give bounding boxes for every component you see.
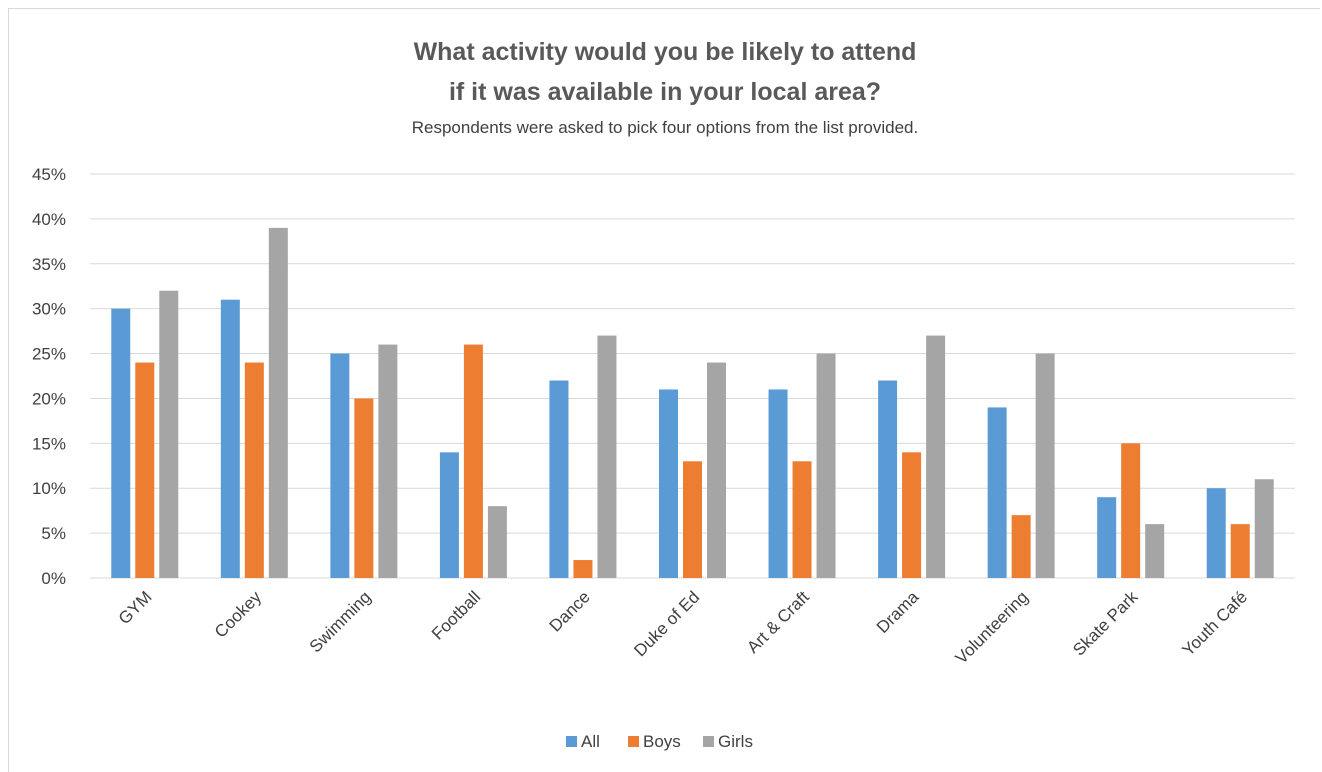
legend-swatch-boys	[628, 736, 639, 747]
y-tick-label: 35%	[32, 255, 66, 274]
x-tick-label: Youth Café	[1179, 587, 1251, 659]
bar-all	[987, 407, 1007, 578]
y-tick-label: 40%	[32, 210, 66, 229]
x-tick-label: Dance	[546, 587, 594, 635]
y-tick-label: 45%	[32, 165, 66, 184]
x-axis-ticks: GYM Cookey Swimming Football Dance Duke of Ed…	[115, 587, 1251, 668]
legend: All Boys Girls	[566, 732, 753, 751]
x-tick-label: Skate Park	[1069, 587, 1142, 660]
bar-boys	[244, 362, 264, 578]
bar-girls	[1145, 524, 1165, 578]
bar-girls	[926, 335, 946, 578]
bar-girls	[378, 344, 398, 578]
bar-all	[439, 452, 459, 578]
y-tick-label: 20%	[32, 389, 66, 408]
legend-swatch-girls	[703, 736, 714, 747]
bar-all	[659, 389, 678, 578]
y-axis-ticks: 0% 5% 10% 15% 20% 25% 30% 35% 40% 45%	[32, 165, 66, 588]
x-tick-label: Duke of Ed	[630, 587, 703, 660]
bar-all	[220, 299, 240, 578]
bar-all	[330, 353, 350, 578]
bar-all	[549, 380, 569, 578]
x-tick-label: Drama	[873, 587, 923, 637]
x-tick-label: Art & Craft	[743, 587, 813, 657]
bar-girls	[597, 335, 617, 578]
bar-boys	[135, 362, 155, 578]
bar-boys	[902, 452, 922, 578]
bar-boys	[1121, 443, 1141, 578]
bar-girls	[1035, 353, 1055, 578]
y-tick-label: 5%	[41, 524, 66, 543]
bar-girls	[268, 227, 288, 578]
y-tick-label: 0%	[41, 569, 66, 588]
bar-girls	[1254, 479, 1274, 578]
bar-boys	[683, 461, 702, 578]
y-tick-label: 10%	[32, 479, 66, 498]
bar-all	[878, 380, 898, 578]
chart-title-line1: What activity would you be likely to att…	[414, 38, 917, 66]
bar-girls	[159, 290, 179, 578]
bar-boys	[1230, 524, 1250, 578]
x-tick-label: Swimming	[306, 587, 375, 656]
legend-swatch-all	[566, 736, 577, 747]
bar-girls	[816, 353, 836, 578]
bar-boys	[463, 344, 483, 578]
legend-label-girls: Girls	[718, 732, 753, 751]
bar-boys	[354, 398, 374, 578]
legend-label-all: All	[581, 732, 600, 751]
bar-boys	[1011, 515, 1031, 578]
bar-all	[1206, 488, 1226, 578]
bar-all	[111, 308, 131, 578]
y-tick-label: 30%	[32, 300, 66, 319]
bar-girls	[707, 362, 726, 578]
bar-boys	[573, 560, 593, 578]
bar-boys	[792, 461, 812, 578]
chart-subtitle: Respondents were asked to pick four opti…	[412, 118, 919, 137]
bar-girls	[487, 506, 507, 578]
legend-label-boys: Boys	[643, 732, 681, 751]
x-tick-label: Cookey	[211, 587, 266, 642]
bar-all	[1097, 497, 1117, 578]
bars	[111, 227, 1274, 578]
x-tick-label: Football	[428, 587, 484, 643]
x-tick-label: GYM	[115, 587, 156, 628]
x-tick-label: Volunteering	[952, 587, 1032, 667]
bar-all	[768, 389, 788, 578]
y-tick-label: 15%	[32, 434, 66, 453]
y-tick-label: 25%	[32, 345, 66, 364]
chart-title-line2: if it was available in your local area?	[449, 78, 881, 106]
